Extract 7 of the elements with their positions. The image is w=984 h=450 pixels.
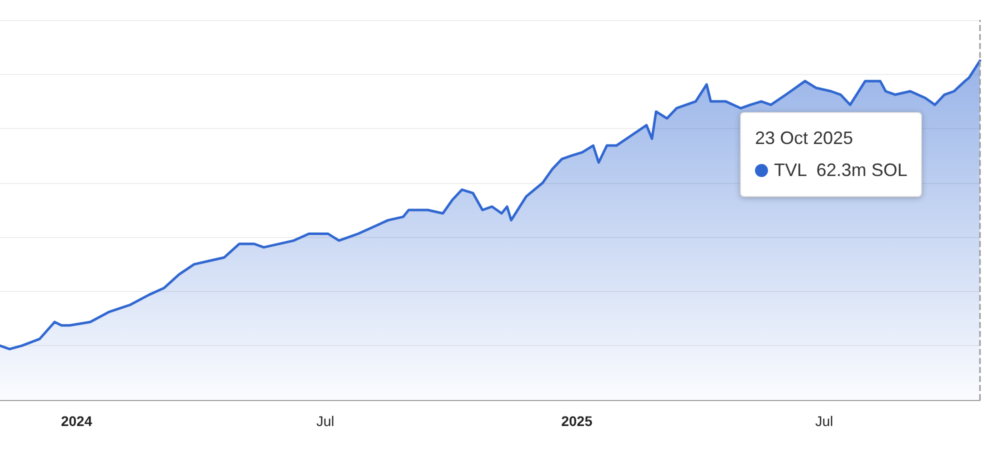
x-tick-label: Jul — [815, 413, 834, 429]
annotation: 62.3m SOL — [816, 160, 908, 180]
x-tick-label: 2024 — [60, 413, 92, 429]
annotation: 23 Oct 2025 — [755, 127, 854, 150]
x-tick-label: 2025 — [561, 413, 593, 429]
legend-label: TVL — [774, 160, 808, 180]
x-tick-label: Jul — [316, 413, 334, 429]
